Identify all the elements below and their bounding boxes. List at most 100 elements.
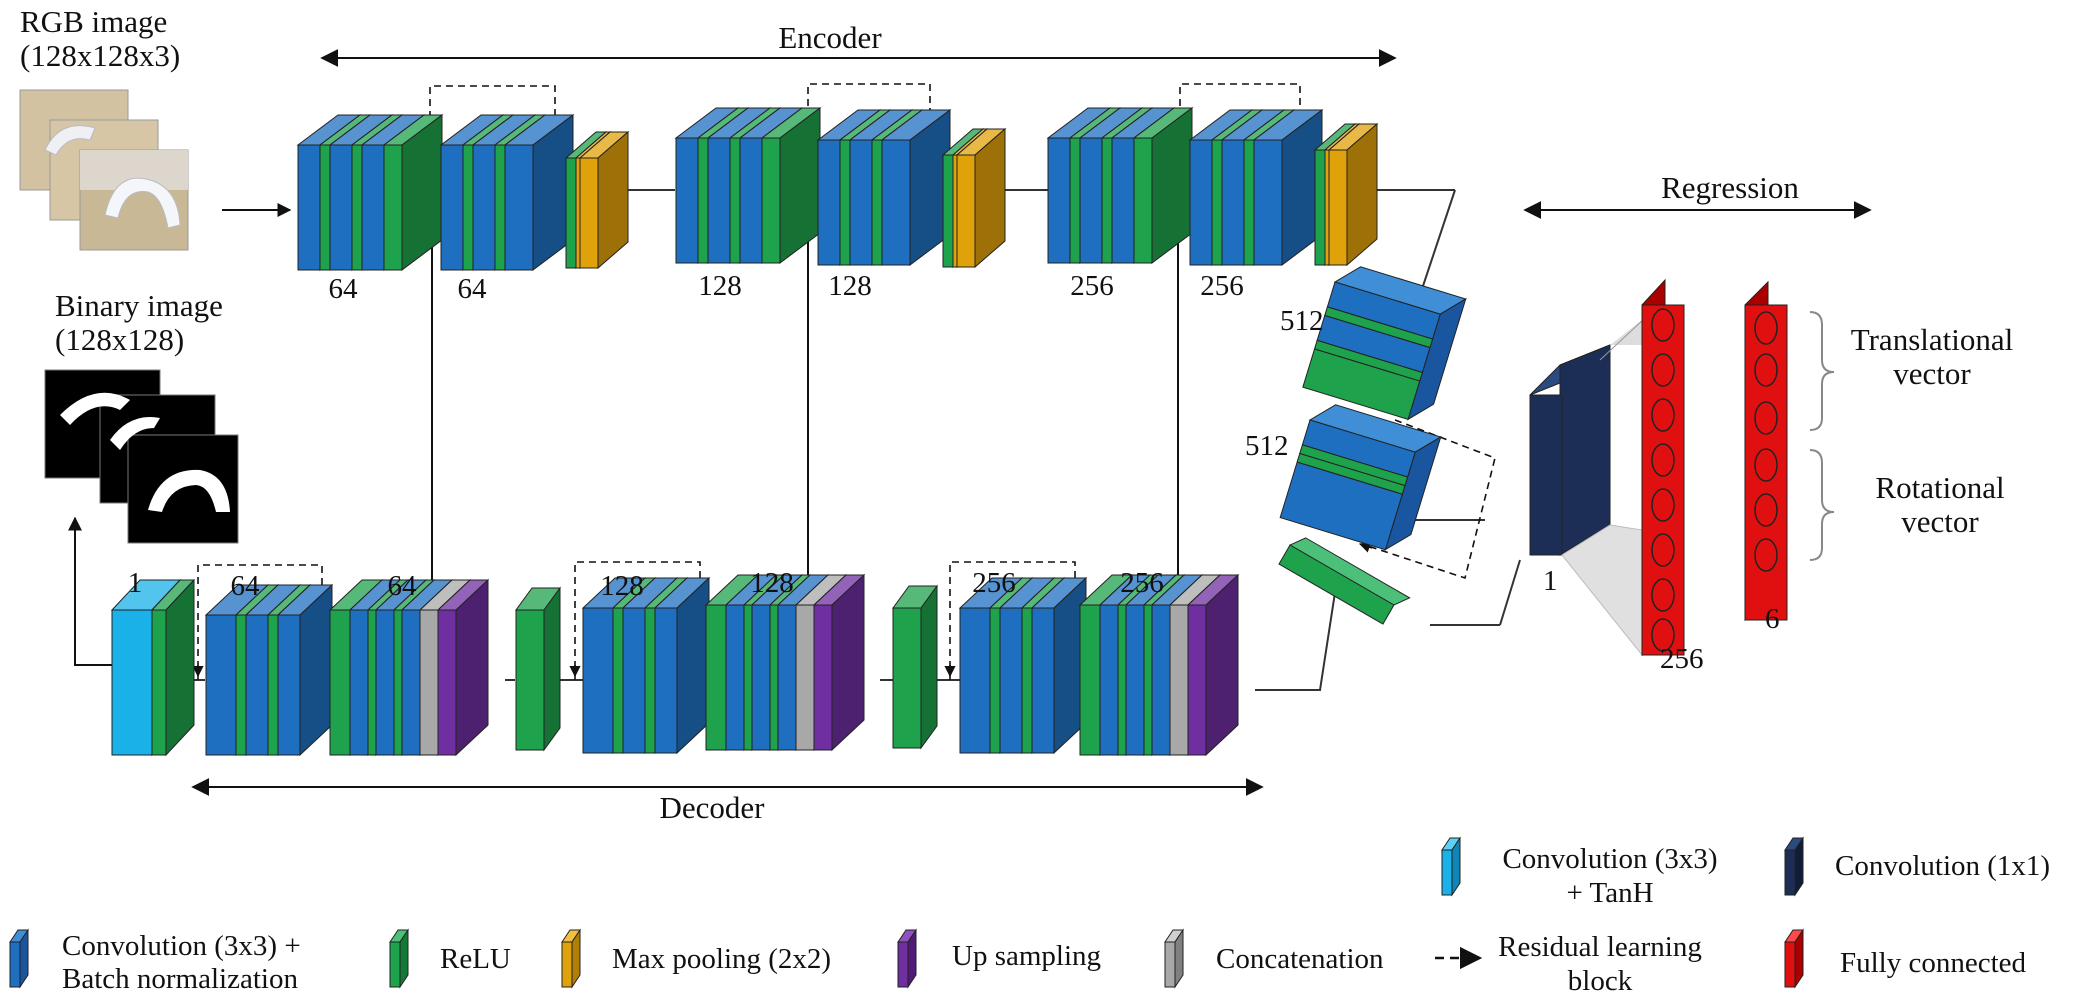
decoder-filter-7: 256 <box>1120 567 1164 599</box>
decoder-block-2 <box>328 578 490 757</box>
fully-connected-layer-1 <box>1641 278 1685 657</box>
fc2-neuron-1 <box>1754 311 1778 345</box>
fc2-neuron-4 <box>1754 448 1778 482</box>
encoder-block-3 <box>674 107 822 264</box>
conv-bn-slab <box>880 109 952 266</box>
max-pool-slab <box>955 127 1007 269</box>
binary-image-size: (128x128) <box>55 322 184 357</box>
decoder-block-1 <box>204 583 334 757</box>
relu-slab <box>515 586 561 752</box>
relu-slab <box>892 584 938 750</box>
legend-residual-line1: Residual learning <box>1498 931 1702 963</box>
decoder-filter-4: 128 <box>600 570 644 602</box>
bottleneck-block-1 <box>1302 266 1467 421</box>
legend-conv-tanh-swatch <box>1441 836 1461 897</box>
legend-concatenation-label: Concatenation <box>1216 943 1384 975</box>
encoder-block-6 <box>1188 109 1324 266</box>
encoder-block-1 <box>296 114 444 271</box>
bottleneck-block-2 <box>1279 404 1442 551</box>
encoder-pool-3 <box>1313 122 1379 267</box>
decoder-filter-2: 64 <box>231 570 261 602</box>
bottleneck-filter-1: 512 <box>1280 305 1324 337</box>
decoder-block-5 <box>958 576 1088 755</box>
legend-concatenation-swatch <box>1164 928 1184 989</box>
legend-max-pool-swatch <box>561 928 581 989</box>
encoder-filter-6: 256 <box>1200 270 1244 302</box>
decoder-block-6 <box>1078 573 1240 757</box>
relu-slab <box>150 578 196 757</box>
decoder-filter-1: 1 <box>128 567 143 599</box>
encoder-block-2 <box>439 114 575 271</box>
conv1x1-filter-count: 1 <box>1543 565 1558 597</box>
binary-input-images <box>44 369 239 544</box>
decoder-filter-3: 64 <box>388 570 418 602</box>
up-sampling-slab <box>812 573 866 752</box>
relu-slab <box>760 107 822 264</box>
legend-conv-1x1-swatch <box>1784 836 1804 897</box>
legend-conv-tanh-line1: Convolution (3x3) <box>1502 843 1717 875</box>
encoder-block-5 <box>1046 107 1194 264</box>
legend-fully-connected-label: Fully connected <box>1840 947 2027 979</box>
legend-residual-line2: block <box>1568 965 1633 997</box>
legend-conv-tanh-line2: + TanH <box>1566 877 1653 909</box>
encoder-filter-2: 64 <box>458 273 488 305</box>
conv-bn-slab <box>503 114 575 271</box>
fc1-neuron-5 <box>1651 488 1675 522</box>
fc2-neuron-5 <box>1754 493 1778 527</box>
legend-conv-1x1-label: Convolution (1x1) <box>1835 850 2050 882</box>
decoder-block-4 <box>704 573 866 752</box>
encoder-filter-3: 128 <box>698 270 742 302</box>
translational-vector-line2: vector <box>1893 356 1971 391</box>
bottleneck-filter-2: 512 <box>1245 430 1289 462</box>
translational-vector-line1: Translational <box>1851 322 2013 357</box>
decoder-label: Decoder <box>660 790 766 825</box>
up-sampling-slab <box>436 578 490 757</box>
legend-max-pool-label: Max pooling (2x2) <box>612 943 831 975</box>
encoder-block-4 <box>816 109 952 266</box>
encoder-filter-4: 128 <box>828 270 872 302</box>
regression-label: Regression <box>1661 170 1799 205</box>
decoder-output-block <box>110 578 196 757</box>
fc1-neuron-8 <box>1651 618 1675 652</box>
decoder-filter-6: 256 <box>972 567 1016 599</box>
fc1-neuron-2 <box>1651 353 1675 387</box>
legend-relu-swatch <box>389 928 409 989</box>
conv-bn-slab <box>276 583 334 757</box>
conv-bn-slab <box>1252 109 1324 266</box>
legend-up-sampling-label: Up sampling <box>952 940 1101 972</box>
rgb-input-images <box>19 89 189 251</box>
legend-conv-bn-line1: Convolution (3x3) + <box>62 930 301 962</box>
output-braces <box>1809 311 1835 561</box>
decoder-block-3 <box>581 576 711 755</box>
bottleneck-relu-block <box>1278 537 1411 625</box>
fc1-size: 256 <box>1660 643 1704 675</box>
decoder-relu-1 <box>515 586 561 752</box>
up-sampling-slab <box>1186 573 1240 757</box>
fc1-neuron-6 <box>1651 533 1675 567</box>
decoder-filter-5: 128 <box>750 567 794 599</box>
relu-slab <box>382 114 444 271</box>
fc1-neuron-1 <box>1651 308 1675 342</box>
fc2-neuron-3 <box>1754 401 1778 435</box>
fc1-neuron-3 <box>1651 398 1675 432</box>
legend-fully-connected-swatch <box>1784 928 1804 989</box>
encoder-label: Encoder <box>778 20 882 55</box>
max-pool-slab <box>1327 122 1379 267</box>
legend-conv-bn-line2: Batch normalization <box>62 963 298 995</box>
rgb-image-size: (128x128x3) <box>20 38 180 73</box>
legend-relu-label: ReLU <box>440 943 511 975</box>
max-pool-slab <box>578 130 630 270</box>
rotational-vector-line2: vector <box>1901 504 1979 539</box>
fc2-neuron-2 <box>1754 353 1778 387</box>
rotational-vector-line1: Rotational <box>1875 470 2004 505</box>
encoder-pool-2 <box>941 127 1007 269</box>
binary-image-title: Binary image <box>55 288 223 323</box>
fc1-neuron-7 <box>1651 578 1675 612</box>
encoder-pool-1 <box>564 130 630 270</box>
conv-bn-slab <box>1030 576 1088 755</box>
legend-conv-bn-swatch <box>9 928 29 989</box>
layer-blocks <box>110 107 1379 757</box>
relu-slab <box>1132 107 1194 264</box>
legend: Convolution (3x3) + TanH Convolution (1x… <box>9 836 2050 997</box>
